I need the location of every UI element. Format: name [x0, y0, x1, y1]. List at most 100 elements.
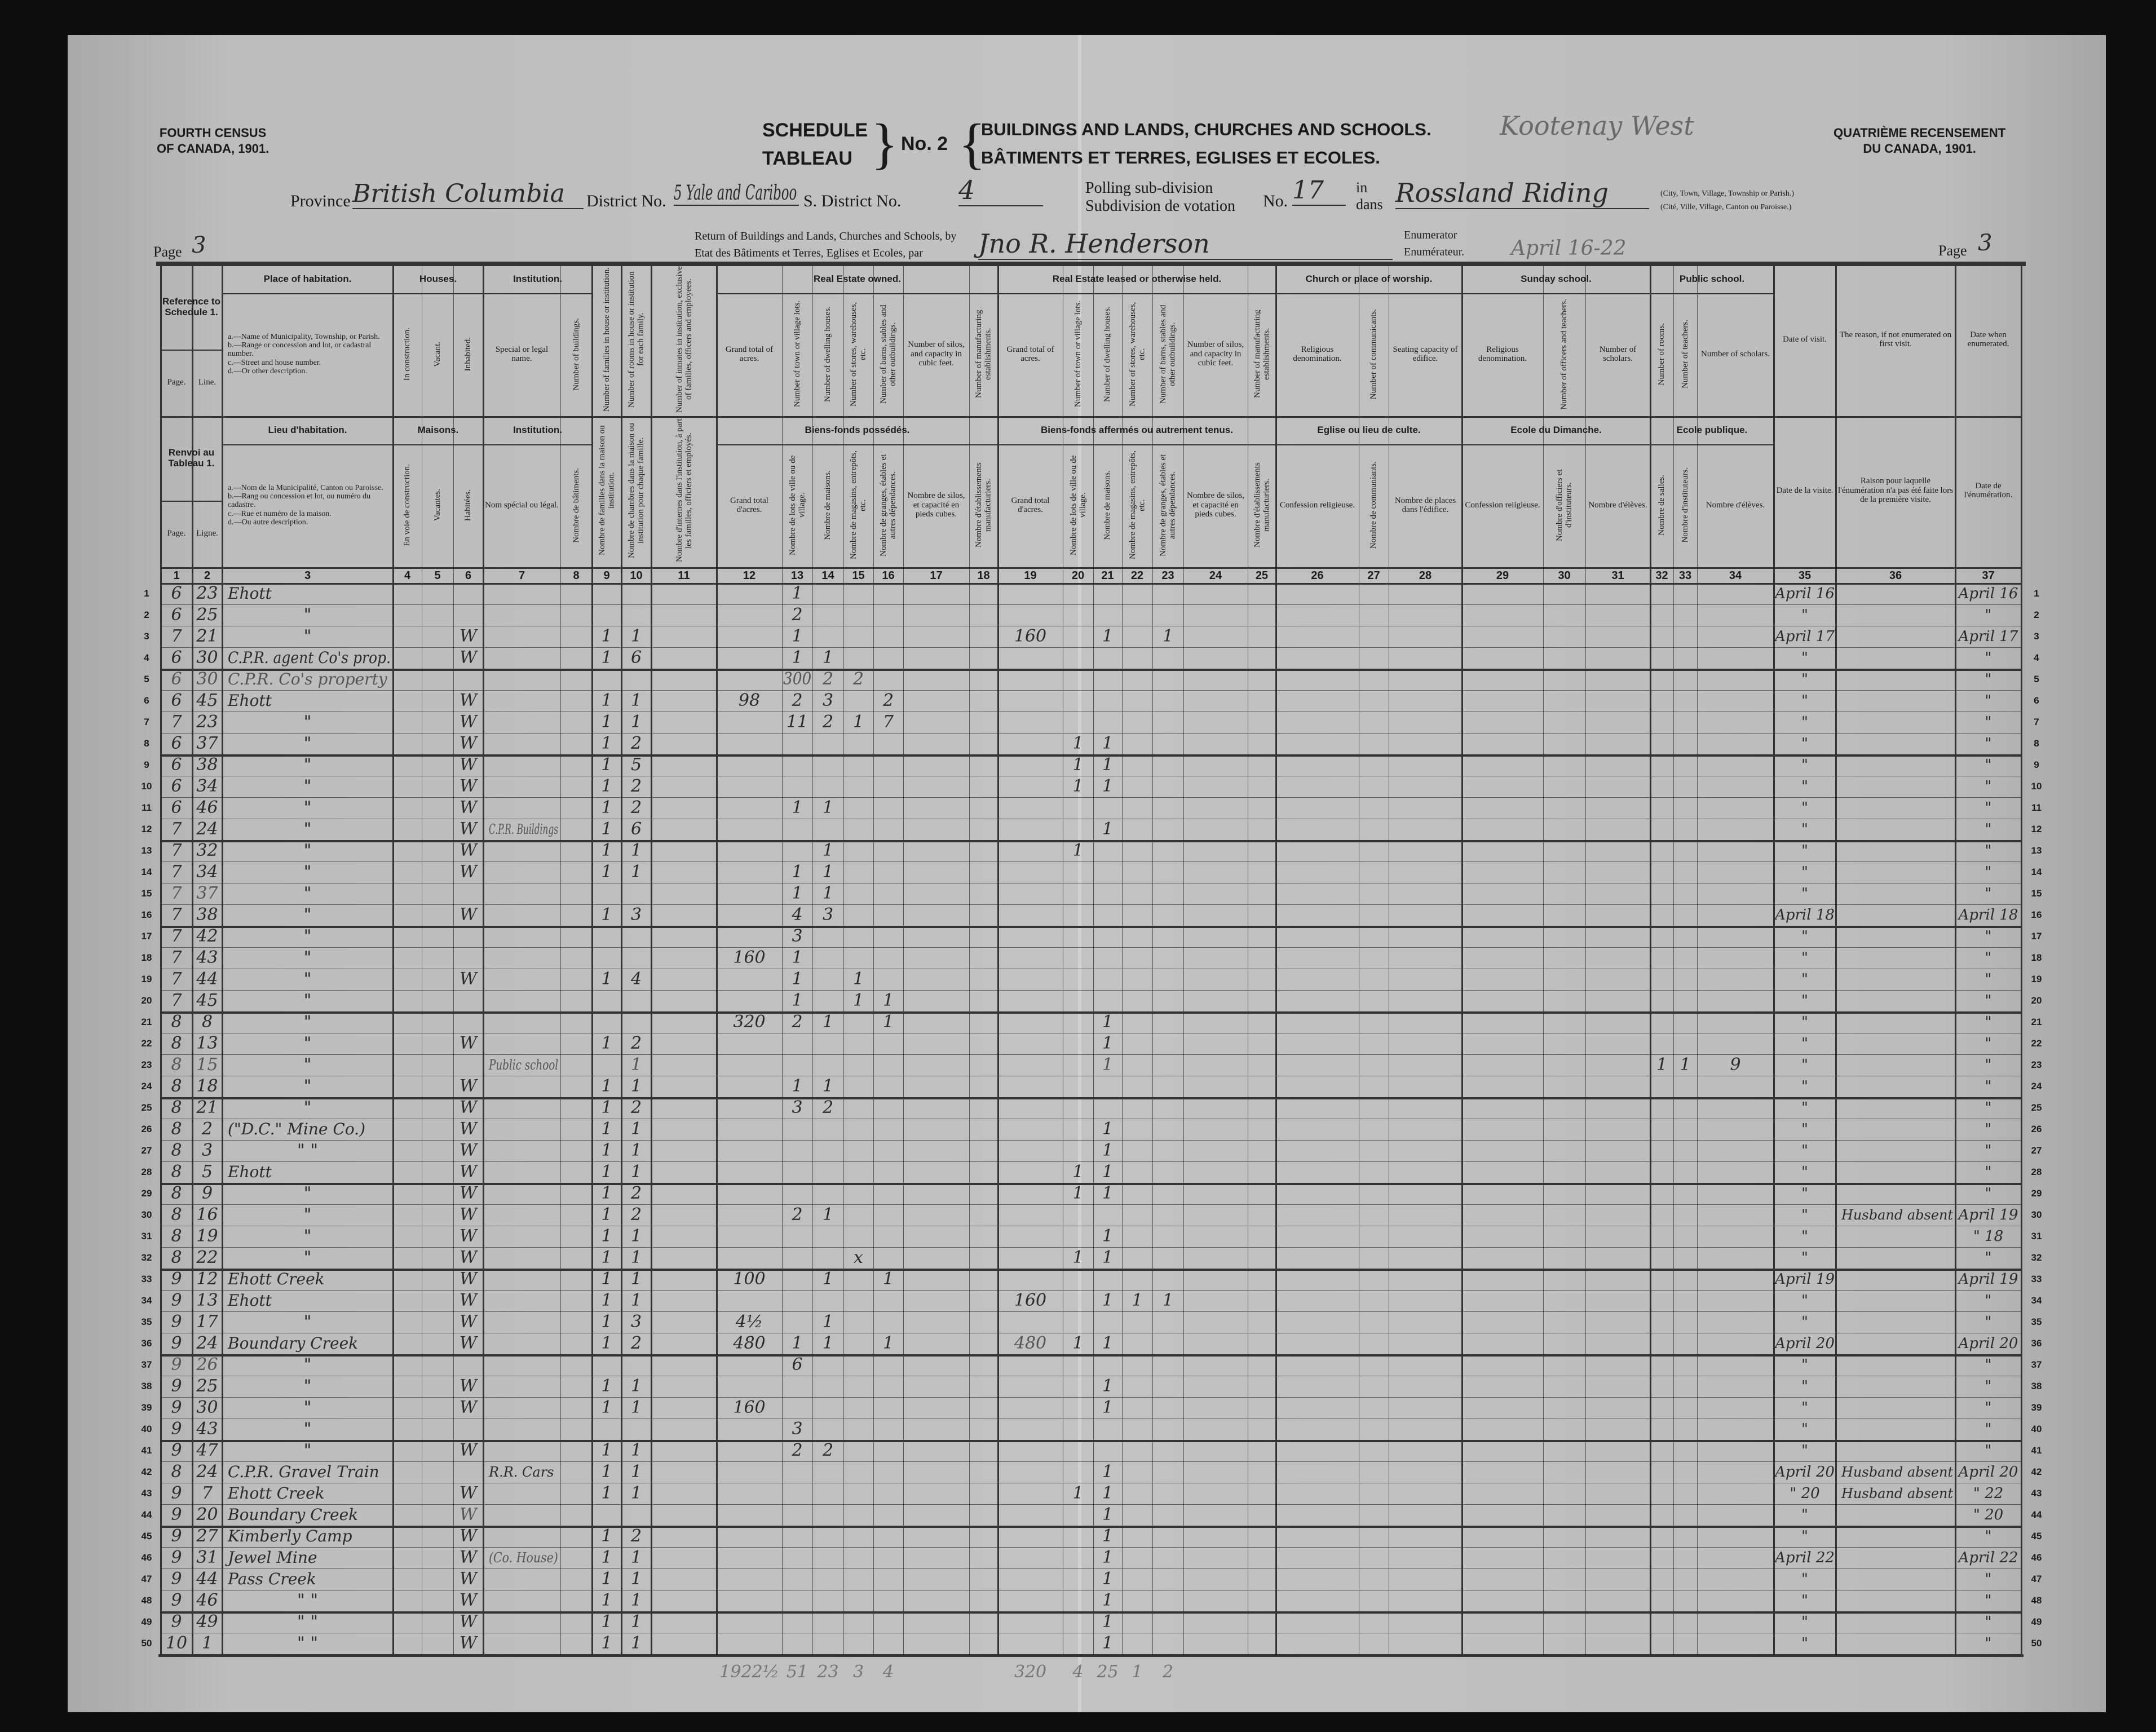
fitted-text: " — [1985, 714, 1992, 731]
group-header: Place of habitation. — [263, 273, 352, 284]
column-header-label: Inhabited. — [463, 337, 473, 372]
cell-col-1: 8 — [161, 1033, 192, 1054]
fitted-text: 98 — [738, 691, 761, 710]
cell-col-6: W — [453, 1547, 483, 1568]
fitted-text: 49 — [196, 1612, 218, 1632]
fitted-text: " — [1985, 821, 1992, 838]
schedule-label: SCHEDULE — [762, 120, 868, 141]
cell-col-3: C.P.R. agent Co's prop. — [222, 647, 393, 669]
row-divider — [161, 1204, 2021, 1205]
cell-col-6: W — [453, 840, 483, 861]
cell-col-9: 1 — [592, 1290, 621, 1311]
fitted-text: " — [1985, 671, 1992, 688]
cell-col-6: W — [453, 1333, 483, 1354]
fitted-text: 42 — [196, 926, 218, 946]
cell-col-35: " — [1774, 1161, 1836, 1183]
column-header-label: Grand total d'acres. — [1011, 496, 1050, 515]
column-header-30: Number of officers and teachers. — [1543, 294, 1585, 414]
fitted-text: 6 — [171, 776, 182, 796]
cell-col-9: 1 — [592, 1611, 621, 1633]
cell-col-2: 20 — [192, 1504, 222, 1526]
cell-col-6: W — [453, 1440, 483, 1461]
column-divider — [969, 265, 970, 1654]
column-header-18: Number of manufacturing establishments. — [969, 294, 998, 414]
column-divider — [392, 265, 394, 1654]
fitted-text: 1 — [630, 1633, 642, 1653]
fitted-text: 1 — [1102, 734, 1114, 753]
cell-col-2: 42 — [192, 926, 222, 947]
fitted-text: 1 — [1162, 1291, 1174, 1310]
cell-col-14: 1 — [812, 1333, 843, 1354]
cell-col-37: April 20 — [1955, 1461, 2021, 1483]
fitted-text: 1 — [601, 1033, 612, 1053]
fitted-text: " — [1801, 735, 1808, 752]
row-divider — [161, 861, 2021, 862]
cell-col-3: " — [222, 1097, 393, 1119]
fitted-text: W — [460, 1269, 477, 1289]
cell-col-1: 9 — [161, 1269, 192, 1290]
column-header-16: Nombre de granges, étables et autres dép… — [873, 445, 903, 565]
cell-col-37: April 20 — [1955, 1333, 2021, 1354]
cell-col-20: 1 — [1063, 1161, 1093, 1183]
fitted-text: 9 — [1730, 1055, 1741, 1075]
fitted-text: 1 — [601, 776, 612, 796]
column-header-label: Number of dwelling houses. — [823, 306, 833, 402]
fitted-text: W — [460, 841, 477, 860]
fitted-text: 9 — [171, 1590, 182, 1610]
cell-col-37: " — [1955, 840, 2021, 861]
column-header-7: Nom spécial ou légal. — [483, 445, 560, 565]
cell-col-13: 1 — [782, 1076, 812, 1097]
column-header-15: Nombre de magasins, entrepôts, etc. — [843, 445, 873, 565]
cell-col-34: 9 — [1697, 1054, 1774, 1076]
cell-col-9: 1 — [592, 1119, 621, 1140]
cell-col-35: " — [1774, 1290, 1836, 1311]
column-divider — [1697, 265, 1698, 1654]
fitted-text: 1 — [1162, 626, 1174, 646]
fitted-text: " — [1985, 928, 1992, 945]
fitted-text: " — [1985, 1399, 1992, 1416]
fitted-text: 8 — [171, 1462, 182, 1482]
fitted-text: Jewel Mine — [228, 1548, 317, 1567]
column-divider — [1585, 265, 1586, 1654]
fitted-text: " — [1985, 607, 1992, 624]
fitted-text: 8 — [171, 1183, 182, 1203]
fitted-text: 1 — [792, 1076, 803, 1096]
cell-col-37: " — [1955, 776, 2021, 797]
cell-col-9: 1 — [592, 754, 621, 776]
fitted-text: 2 — [792, 1441, 803, 1460]
cell-col-1: 6 — [161, 754, 192, 776]
cell-col-2: 34 — [192, 776, 222, 797]
cell-col-2: 45 — [192, 690, 222, 712]
column-header-10: Nombre de chambres dans la maison ou ins… — [621, 416, 651, 565]
fitted-text: " — [1985, 778, 1992, 795]
cell-col-3: Ehott Creek — [222, 1269, 393, 1290]
fitted-text: 16 — [196, 1205, 218, 1225]
fitted-text: Ehott — [228, 1291, 272, 1310]
fitted-text: 3 — [630, 1312, 642, 1332]
row-divider — [161, 1504, 2021, 1505]
column-header-label: Confession religieuse. — [1279, 500, 1355, 510]
cell-col-37: April 17 — [1955, 626, 2021, 647]
cell-col-21: 1 — [1093, 1290, 1122, 1311]
fitted-text: 1 — [1072, 755, 1084, 775]
cell-col-37: " — [1955, 1440, 2021, 1461]
row-number-left: 13 — [141, 845, 152, 856]
column-header-label: Religious denomination. — [1478, 344, 1527, 364]
cell-col-16: 1 — [873, 990, 903, 1011]
fitted-text: 2 — [630, 1098, 642, 1117]
column-number: 37 — [1982, 569, 1995, 582]
column-header-4: In construction. — [393, 294, 422, 414]
cell-col-2: 23 — [192, 583, 222, 604]
cell-col-2: 26 — [192, 1354, 222, 1376]
fitted-text: 11 — [786, 712, 808, 732]
s-district-label: S. District No. — [803, 192, 902, 210]
fitted-text: 2 — [822, 1098, 834, 1117]
cell-col-37: " — [1955, 1183, 2021, 1204]
fitted-text: W — [460, 905, 477, 925]
column-number: 5 — [434, 569, 441, 582]
group-header: Real Estate owned. — [814, 273, 901, 284]
column-number: 35 — [1798, 569, 1812, 582]
column-header-label: Date of visit. — [1783, 334, 1827, 344]
page-number-right: 3 — [1978, 230, 1992, 256]
group-header: Real Estate leased or otherwise held. — [1052, 273, 1222, 284]
